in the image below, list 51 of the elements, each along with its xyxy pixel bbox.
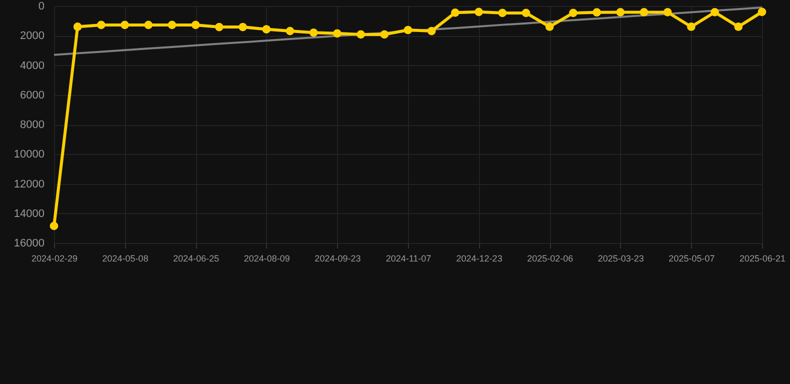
point <box>356 30 365 39</box>
point <box>238 22 247 32</box>
point <box>616 8 625 16</box>
point <box>640 8 648 16</box>
point <box>474 8 483 16</box>
x-tick-label: 2024-05-08 <box>102 254 148 264</box>
x-tick-label: 2024-06-25 <box>173 254 220 264</box>
point <box>73 22 82 31</box>
x-tick-label: 2024-08-09 <box>244 254 290 264</box>
x-tick-label: 2024-12-23 <box>456 254 502 264</box>
x-tick-label: 2025-06-21 <box>739 254 786 264</box>
point <box>592 8 601 17</box>
point <box>191 20 200 30</box>
point <box>734 22 743 31</box>
point <box>333 29 342 38</box>
point <box>522 8 530 18</box>
y-tick-label: 12000 <box>14 178 44 190</box>
x-tick-label: 2024-02-29 <box>31 254 78 264</box>
point <box>120 20 129 30</box>
y-tick-label: 10000 <box>14 148 44 161</box>
point <box>215 22 224 32</box>
point <box>427 26 436 36</box>
point <box>663 8 672 16</box>
point <box>97 20 106 30</box>
x-tick-label: 2025-02-06 <box>527 254 574 264</box>
y-tick-label: 2000 <box>20 30 44 42</box>
point <box>262 25 271 34</box>
point <box>380 30 389 39</box>
point <box>286 26 294 36</box>
point <box>404 26 412 34</box>
point <box>144 20 153 30</box>
point <box>758 8 766 16</box>
point <box>498 8 507 18</box>
point <box>687 22 696 31</box>
point <box>309 28 318 37</box>
y-tick-label: 4000 <box>20 60 44 72</box>
point <box>569 8 578 18</box>
x-tick-label: 2025-03-23 <box>598 254 644 264</box>
point <box>451 8 460 17</box>
y-tick-label: 14000 <box>14 208 44 220</box>
x-tick-label: 2024-11-07 <box>386 254 432 264</box>
x-tick-label: 2025-05-07 <box>668 254 715 264</box>
y-tick-label: 6000 <box>20 89 44 102</box>
point <box>545 22 554 31</box>
x-tick-label: 2024-09-23 <box>314 254 361 264</box>
point <box>168 20 176 30</box>
point <box>710 8 719 16</box>
y-tick-label: 16000 <box>14 238 44 250</box>
y-tick-label: 8000 <box>20 119 44 131</box>
y-tick-label: 0 <box>38 0 44 12</box>
point <box>50 222 58 230</box>
